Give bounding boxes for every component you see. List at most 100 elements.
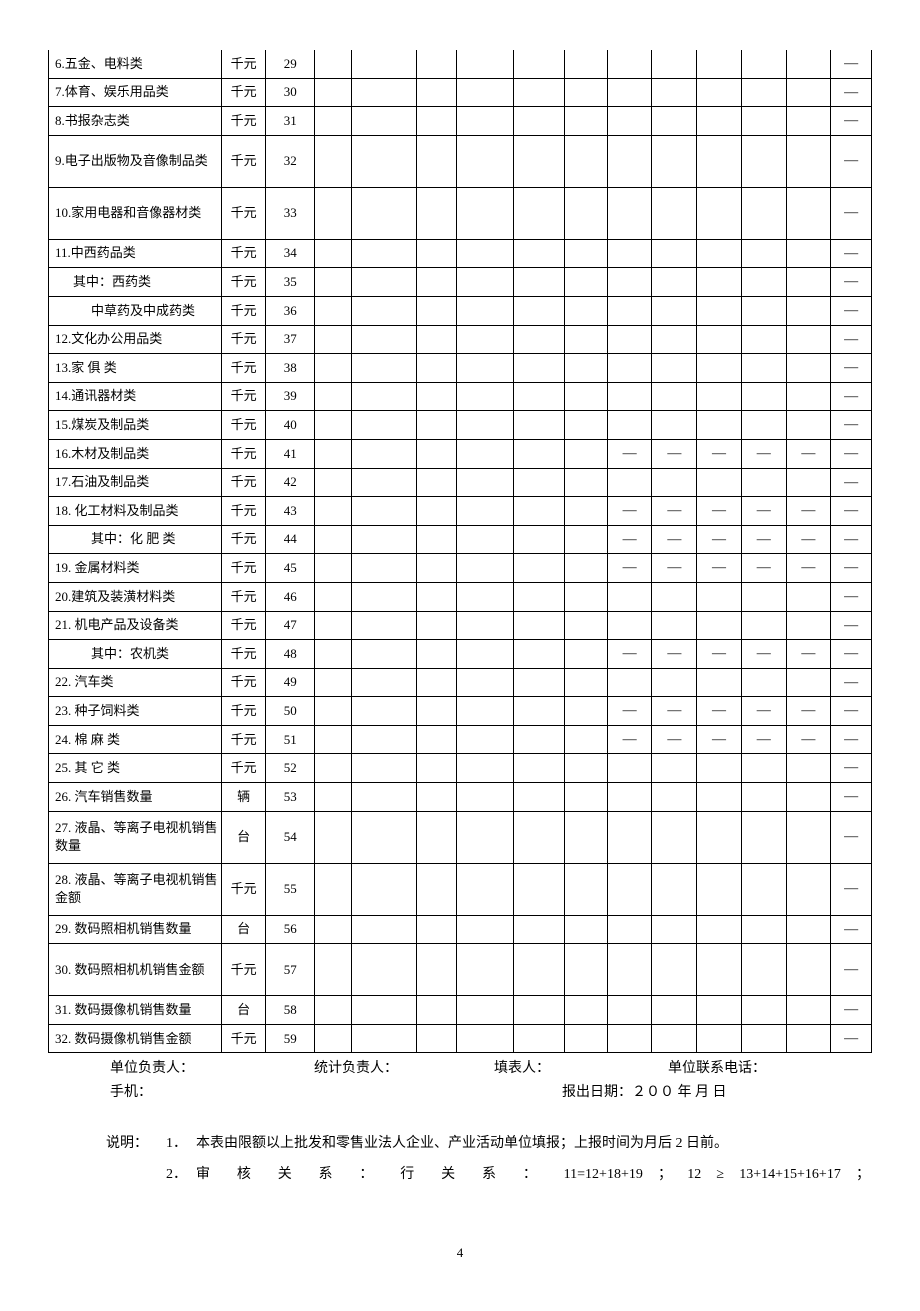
row-unit: 千元	[221, 135, 266, 187]
data-cell	[514, 611, 565, 640]
data-cell	[351, 611, 416, 640]
data-cell	[351, 783, 416, 812]
data-cell	[315, 107, 352, 136]
data-cell	[741, 1024, 786, 1053]
table-row: 中草药及中成药类千元36—	[49, 296, 872, 325]
row-unit: 千元	[221, 944, 266, 996]
table-row: 其中：化 肥 类千元44——————	[49, 525, 872, 554]
dash-icon: —	[801, 703, 815, 718]
data-cell	[697, 668, 742, 697]
data-cell	[457, 135, 514, 187]
data-cell	[514, 439, 565, 468]
data-cell	[741, 996, 786, 1025]
row-label: 其中：西药类	[49, 268, 222, 297]
data-cell: —	[607, 497, 652, 526]
data-cell	[697, 863, 742, 915]
data-cell: —	[831, 382, 872, 411]
row-code: 35	[266, 268, 315, 297]
data-cell	[697, 382, 742, 411]
data-cell	[351, 50, 416, 78]
data-cell	[697, 239, 742, 268]
data-cell	[786, 382, 831, 411]
data-cell	[697, 611, 742, 640]
data-cell	[607, 239, 652, 268]
data-cell	[697, 78, 742, 107]
data-cell	[786, 411, 831, 440]
data-cell: —	[831, 754, 872, 783]
data-cell: —	[831, 468, 872, 497]
data-cell	[416, 354, 457, 383]
row-unit: 千元	[221, 497, 266, 526]
note-1-num: 1．	[166, 1129, 196, 1160]
data-cell	[565, 107, 608, 136]
data-cell: —	[831, 915, 872, 944]
row-unit: 千元	[221, 187, 266, 239]
data-cell	[607, 863, 652, 915]
data-cell	[565, 725, 608, 754]
dash-icon: —	[712, 560, 726, 575]
dash-icon: —	[844, 675, 858, 690]
data-cell	[565, 697, 608, 726]
data-cell: —	[741, 497, 786, 526]
data-cell: —	[831, 725, 872, 754]
data-cell	[514, 411, 565, 440]
data-cell	[607, 411, 652, 440]
data-cell	[786, 915, 831, 944]
data-cell: —	[831, 554, 872, 583]
data-cell	[652, 268, 697, 297]
dash-icon: —	[844, 589, 858, 604]
data-cell	[565, 783, 608, 812]
data-cell	[514, 697, 565, 726]
data-cell: —	[652, 554, 697, 583]
row-label: 21. 机电产品及设备类	[49, 611, 222, 640]
row-unit: 千元	[221, 754, 266, 783]
data-cell	[786, 239, 831, 268]
data-cell	[697, 107, 742, 136]
note-2-num: 2．	[166, 1160, 196, 1191]
dash-icon: —	[623, 446, 637, 461]
dash-icon: —	[757, 703, 771, 718]
data-cell	[315, 325, 352, 354]
data-cell	[514, 582, 565, 611]
data-cell: —	[831, 239, 872, 268]
row-code: 32	[266, 135, 315, 187]
data-cell	[457, 50, 514, 78]
row-label: 29. 数码照相机销售数量	[49, 915, 222, 944]
data-cell	[351, 525, 416, 554]
data-cell	[416, 439, 457, 468]
data-cell	[652, 107, 697, 136]
data-cell	[741, 239, 786, 268]
row-label: 30. 数码照相机机销售金额	[49, 944, 222, 996]
data-cell	[351, 439, 416, 468]
dash-icon: —	[844, 560, 858, 575]
data-cell	[652, 411, 697, 440]
data-cell	[457, 915, 514, 944]
table-row: 10.家用电器和音像器材类千元33—	[49, 187, 872, 239]
data-cell	[607, 468, 652, 497]
data-cell: —	[831, 783, 872, 812]
row-unit: 辆	[221, 783, 266, 812]
data-cell	[697, 944, 742, 996]
data-cell	[697, 996, 742, 1025]
row-label: 7.体育、娱乐用品类	[49, 78, 222, 107]
data-cell	[416, 468, 457, 497]
row-code: 33	[266, 187, 315, 239]
row-unit: 台	[221, 915, 266, 944]
data-cell	[565, 640, 608, 669]
row-label: 9.电子出版物及音像制品类	[49, 135, 222, 187]
data-cell	[697, 582, 742, 611]
data-cell	[697, 50, 742, 78]
filler-label: 填表人：	[494, 1057, 668, 1077]
data-cell	[351, 135, 416, 187]
row-code: 46	[266, 582, 315, 611]
data-cell	[786, 863, 831, 915]
dash-icon: —	[844, 760, 858, 775]
data-cell	[565, 439, 608, 468]
data-cell	[652, 296, 697, 325]
row-code: 37	[266, 325, 315, 354]
data-cell	[315, 944, 352, 996]
data-cell: —	[831, 668, 872, 697]
data-cell	[315, 996, 352, 1025]
data-cell: —	[652, 725, 697, 754]
row-label: 22. 汽车类	[49, 668, 222, 697]
